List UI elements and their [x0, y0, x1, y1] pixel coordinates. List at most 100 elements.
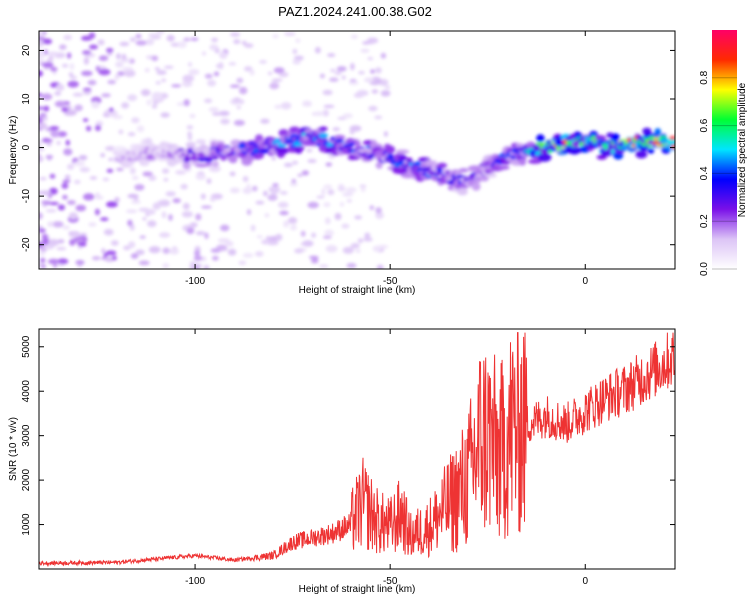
ridge-halo	[318, 126, 328, 132]
noise-blob	[383, 131, 388, 137]
noise-blob	[177, 41, 187, 49]
ridge-halo	[654, 128, 661, 136]
noise-blob	[166, 34, 175, 42]
noise-blob	[48, 239, 59, 247]
noise-blob	[193, 255, 203, 261]
noise-blob	[241, 40, 247, 46]
noise-blob	[323, 202, 331, 208]
noise-blob	[216, 244, 228, 251]
noise-blob	[271, 156, 276, 161]
noise-blob	[332, 127, 340, 132]
noise-blob	[131, 117, 140, 124]
noise-blob	[75, 260, 85, 265]
spectrogram-y-label: Frequency (Hz)	[8, 116, 19, 185]
ridge-halo	[468, 165, 482, 171]
ridge-blob	[260, 148, 269, 154]
noise-blob	[110, 240, 119, 246]
noise-blob	[233, 39, 241, 45]
noise-blob	[81, 50, 92, 55]
noise-blob	[256, 235, 263, 239]
noise-blob	[69, 76, 78, 79]
snr-frame	[38, 328, 676, 570]
noise-blob	[155, 81, 161, 85]
noise-blob	[116, 167, 124, 172]
noise-blob	[121, 67, 134, 71]
noise-blob	[39, 51, 46, 59]
noise-blob	[375, 211, 384, 219]
noise-blob	[41, 200, 52, 204]
y-tick-label: 3000	[21, 424, 32, 447]
noise-blob	[43, 244, 55, 250]
noise-blob	[195, 231, 206, 236]
noise-blob	[135, 40, 147, 46]
noise-blob	[371, 89, 379, 94]
noise-blob	[273, 67, 285, 74]
noise-blob	[204, 73, 213, 79]
noise-blob	[186, 82, 193, 87]
colorbar: 0.0 0.2 0.4 0.6 0.8 Normalized spectral ampl…	[699, 30, 748, 276]
noise-blob	[208, 107, 219, 112]
ridge-halo	[182, 161, 191, 170]
noise-blob	[325, 162, 333, 167]
noise-blob	[313, 257, 318, 261]
ridge-halo	[458, 168, 470, 173]
ridge-blob	[335, 138, 344, 142]
ridge-halo	[385, 145, 396, 154]
noise-blob	[162, 262, 170, 269]
noise-blob	[203, 98, 213, 103]
noise-blob	[101, 248, 106, 254]
noise-blob	[302, 102, 313, 107]
noise-blob	[161, 211, 167, 219]
colorbar-tick-label: 0.0	[699, 262, 710, 276]
ridge-halo	[333, 134, 346, 140]
noise-blob	[47, 155, 52, 161]
noise-blob	[322, 89, 333, 96]
noise-blob	[39, 117, 43, 124]
noise-blob	[148, 175, 157, 181]
noise-blob	[201, 256, 207, 262]
noise-blob	[311, 232, 316, 238]
noise-blob	[203, 264, 210, 269]
noise-blob	[40, 257, 46, 264]
noise-blob	[65, 139, 71, 146]
noise-blob	[57, 239, 65, 244]
noise-blob	[264, 213, 270, 218]
y-tick-label: 2000	[21, 469, 32, 492]
noise-blob	[216, 63, 224, 69]
ridge-halo	[537, 153, 552, 162]
noise-blob	[368, 105, 378, 112]
y-tick-label: 0	[21, 144, 32, 150]
noise-blob	[81, 70, 93, 77]
noise-blob	[219, 51, 228, 59]
noise-blob	[78, 155, 88, 161]
noise-blob	[324, 229, 334, 237]
noise-blob	[229, 187, 240, 194]
noise-blob	[112, 115, 123, 120]
noise-blob	[334, 212, 342, 221]
noise-blob	[42, 38, 53, 45]
noise-blob	[49, 187, 58, 195]
noise-blob	[261, 239, 270, 245]
noise-blob	[246, 209, 252, 216]
ridge-halo	[528, 159, 542, 164]
noise-blob	[356, 90, 369, 97]
noise-blob	[121, 102, 130, 109]
noise-blob	[319, 73, 325, 79]
noise-blob	[268, 186, 281, 193]
spectrogram-y-ticks: -20 -10 0 10 20	[21, 44, 675, 252]
noise-blob	[44, 138, 53, 143]
noise-blob	[64, 174, 71, 180]
noise-blob	[52, 221, 64, 228]
snr-x-label: Height of straight line (km)	[299, 584, 416, 595]
noise-blob	[106, 201, 118, 208]
noise-blob	[206, 178, 212, 184]
noise-blob	[260, 118, 270, 124]
noise-blob	[129, 37, 136, 42]
noise-blob	[183, 37, 191, 42]
noise-blob	[61, 63, 69, 68]
noise-blob	[341, 223, 350, 229]
noise-blob	[49, 173, 56, 179]
noise-blob	[183, 99, 190, 107]
noise-blob	[297, 173, 303, 177]
noise-blob	[362, 41, 371, 45]
